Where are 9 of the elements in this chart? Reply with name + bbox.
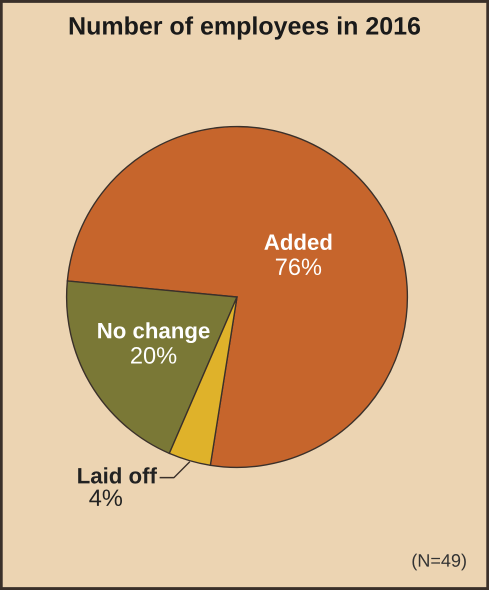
data-label: 20%: [131, 347, 176, 364]
chart-title: Number of employees in 2016: [70, 16, 420, 40]
data-label: 4%: [89, 490, 122, 506]
data-label: 76%: [276, 258, 322, 276]
text: (N=49): [412, 554, 466, 570]
slice-label: No change: [98, 322, 210, 344]
slice-label: Laid off: [78, 467, 157, 484]
slice-label: Added: [264, 234, 332, 250]
pie-slice: [66, 126, 408, 468]
